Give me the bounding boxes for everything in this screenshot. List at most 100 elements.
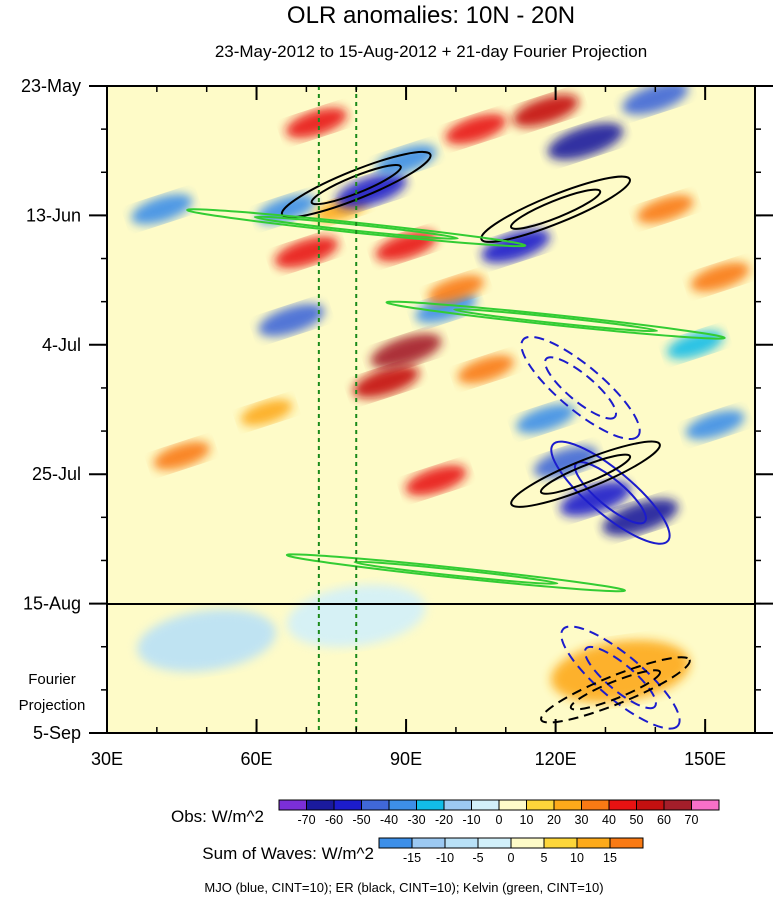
obs-colorbar: -70 -60 -50 -40 -30 -20 -10 0 10 20 30 40 50 60 70 xyxy=(278,799,720,827)
waves-colorbar-level: -5 xyxy=(472,851,483,865)
anomaly-blob-1 xyxy=(153,441,211,470)
waves-colorbar-level: -10 xyxy=(436,851,454,865)
waves-colorbar-swatch xyxy=(576,837,611,849)
obs-colorbar-swatch xyxy=(471,799,500,811)
anomaly-field xyxy=(131,86,750,703)
anomaly-blob-30 xyxy=(550,640,690,703)
anomaly-blob-5 xyxy=(274,236,339,269)
reference-longitude-lines xyxy=(317,86,358,733)
er-contour-1-1 xyxy=(509,188,602,230)
waves-colorbar-swatch xyxy=(444,837,479,849)
mjo-contour-2-1 xyxy=(583,645,657,710)
anomaly-blob-24 xyxy=(622,86,689,115)
obs-colorbar-level: 0 xyxy=(496,813,503,827)
projection-label-line1: Fourier xyxy=(28,671,76,688)
obs-colorbar-swatch xyxy=(361,799,390,811)
er-contour-2-0 xyxy=(510,440,661,508)
obs-colorbar-level: -10 xyxy=(462,813,480,827)
anomaly-blob-21 xyxy=(547,122,624,160)
anomaly-blob-23 xyxy=(602,498,679,536)
anomaly-blob-2 xyxy=(240,399,293,426)
obs-colorbar-swatch xyxy=(333,799,362,811)
x-tick-label: 60E xyxy=(241,749,273,769)
waves-colorbar-level: 0 xyxy=(508,851,515,865)
anomaly-blob-6 xyxy=(285,107,348,139)
x-tick-label: 150E xyxy=(684,749,726,769)
plot-area xyxy=(107,86,755,733)
anomaly-blob-0 xyxy=(131,193,193,225)
anomaly-blob-8 xyxy=(335,173,407,209)
obs-colorbar-level: 50 xyxy=(630,813,644,827)
waves-colorbar-swatch xyxy=(477,837,512,849)
anomaly-blob-15 xyxy=(445,113,507,145)
obs-colorbar-level: -40 xyxy=(380,813,398,827)
wave-legend-note: MJO (blue, CINT=10); ER (black, CINT=10)… xyxy=(204,880,603,895)
anomaly-blob-25 xyxy=(637,195,694,224)
obs-colorbar-swatch xyxy=(691,799,720,811)
waves-colorbar-swatch xyxy=(609,837,644,849)
anomaly-blob-22 xyxy=(560,481,631,517)
obs-colorbar-level: 20 xyxy=(547,813,561,827)
obs-colorbar-swatch xyxy=(663,799,692,811)
x-tick-label: 30E xyxy=(91,749,123,769)
projection-label-line2: Projection xyxy=(19,697,86,714)
anomaly-blob-19 xyxy=(516,404,576,434)
mjo-contour-2-0 xyxy=(560,625,681,730)
obs-colorbar-swatch xyxy=(388,799,417,811)
obs-colorbar-level: 60 xyxy=(657,813,671,827)
obs-colorbar-level: -70 xyxy=(297,813,315,827)
x-tick-label: 120E xyxy=(535,749,577,769)
obs-colorbar-swatch xyxy=(581,799,610,811)
x-axis: 30E 60E 90E 120E 150E xyxy=(91,86,756,769)
obs-colorbar-level: -30 xyxy=(407,813,425,827)
er-contour-3-1 xyxy=(569,669,662,711)
waves-colorbar-level: 5 xyxy=(541,851,548,865)
mjo-contour-1-0 xyxy=(520,335,641,441)
obs-colorbar-swatch xyxy=(553,799,582,811)
obs-colorbar-swatch xyxy=(526,799,555,811)
mjo-contour-0-0 xyxy=(550,440,671,545)
obs-colorbar-swatch xyxy=(498,799,527,811)
obs-colorbar-level: 40 xyxy=(602,813,616,827)
y-tick-label: 13-Jun xyxy=(26,205,81,225)
waves-colorbar-swatch xyxy=(378,837,413,849)
anomaly-blob-13 xyxy=(405,465,467,496)
kelvin-contour-1-0 xyxy=(385,300,726,340)
er-contour-1-0 xyxy=(480,175,631,243)
anomaly-blob-27 xyxy=(685,410,745,440)
y-tick-label: 23-May xyxy=(21,76,81,96)
waves-colorbar-level: 15 xyxy=(603,851,617,865)
er-contour-2-1 xyxy=(539,453,632,495)
waves-colorbar: -15 -10 -5 0 5 10 15 xyxy=(378,837,644,865)
obs-colorbar-level: 30 xyxy=(575,813,589,827)
y-tick-label: 25-Jul xyxy=(32,464,81,484)
waves-colorbar-label: Sum of Waves: W/m^2 xyxy=(202,844,374,863)
anomaly-blob-9 xyxy=(353,365,420,399)
obs-colorbar-level: -20 xyxy=(435,813,453,827)
waves-colorbar-swatch xyxy=(411,837,446,849)
obs-colorbar-level: 10 xyxy=(520,813,534,827)
kelvin-contour-2-0 xyxy=(285,553,626,593)
plot-frame xyxy=(106,85,756,734)
er-contour-0-1 xyxy=(310,163,402,206)
waves-colorbar-level: 10 xyxy=(570,851,584,865)
y-tick-label: 15-Aug xyxy=(23,594,81,614)
obs-colorbar-label: Obs: W/m^2 xyxy=(171,807,264,826)
y-tick-label: 4-Jul xyxy=(42,335,81,355)
obs-colorbar-level: -60 xyxy=(325,813,343,827)
obs-colorbar-swatch xyxy=(608,799,637,811)
anomaly-blob-16 xyxy=(457,355,515,384)
anomaly-blob-28 xyxy=(690,262,750,292)
anomaly-blob-31 xyxy=(137,609,277,672)
mjo-contour-1-1 xyxy=(544,356,618,420)
obs-colorbar-swatch xyxy=(636,799,665,811)
waves-colorbar-swatch xyxy=(510,837,545,849)
anomaly-blob-18 xyxy=(512,94,579,127)
kelvin-contour-1-1 xyxy=(453,308,659,333)
anomaly-blob-20 xyxy=(533,446,598,478)
obs-colorbar-level: 70 xyxy=(685,813,699,827)
chart-title: OLR anomalies: 10N - 20N xyxy=(287,2,575,29)
x-tick-label: 90E xyxy=(390,749,422,769)
er-contour-3-0 xyxy=(540,656,691,724)
y-axis: 23-May 13-Jun 4-Jul 25-Jul 15-Aug 5-Sep xyxy=(21,76,773,743)
